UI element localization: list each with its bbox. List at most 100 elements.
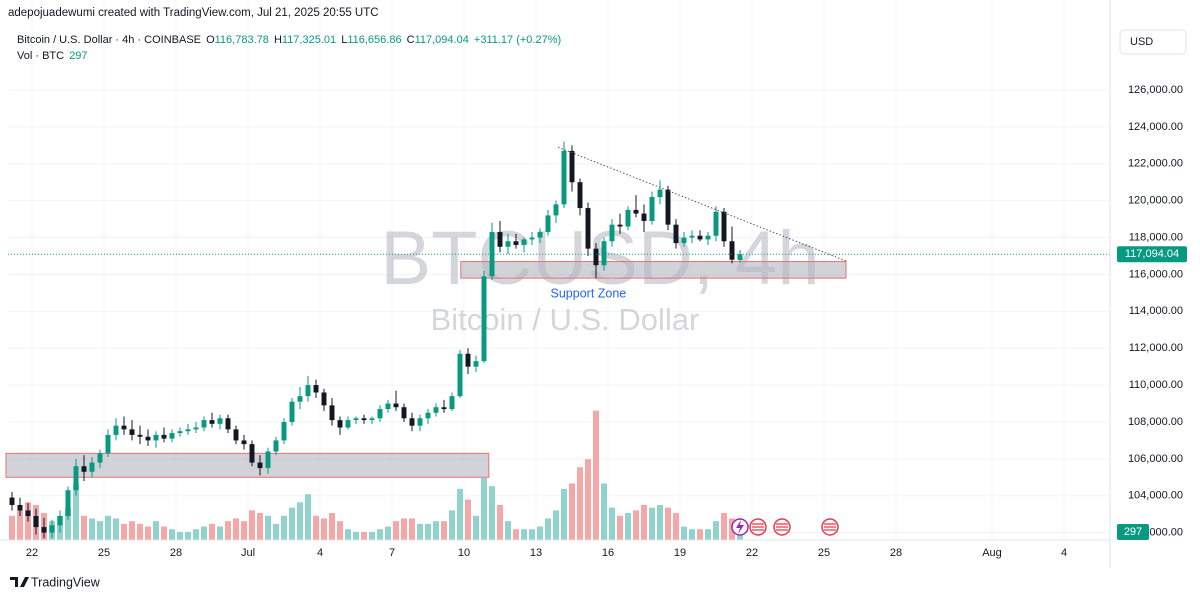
volume-bar [489, 486, 495, 540]
candle-body [153, 434, 159, 441]
volume-bar [273, 523, 279, 540]
x-tick-label: 28 [890, 547, 902, 559]
y-tick-label: 104,000.00 [1128, 490, 1183, 502]
candle-body [105, 434, 111, 454]
volume-bar [73, 483, 79, 540]
stat-key: H [274, 34, 282, 46]
candle-body [321, 392, 327, 406]
trendline [557, 146, 847, 262]
candle-body [193, 427, 199, 430]
candle-body [673, 224, 679, 244]
volume-bar [137, 523, 143, 540]
support-label: Support Zone [551, 286, 627, 300]
volume-bar [9, 515, 15, 540]
candle-body [585, 208, 591, 249]
volume-bar [89, 518, 95, 540]
header: Bitcoin / U.S. Dollar · 4h · COINBASE O1… [17, 34, 561, 46]
event-icon[interactable] [773, 518, 791, 536]
candle-body [65, 490, 71, 517]
volume-bar [129, 521, 135, 540]
volume-bar [153, 521, 159, 540]
x-tick-label: 19 [674, 547, 686, 559]
stat-value: 116,783.78 [215, 34, 269, 46]
candle-body [465, 353, 471, 367]
candle-body [545, 215, 551, 233]
event-icon-bolt [736, 520, 744, 534]
candle-body [617, 224, 623, 227]
volume-bar [17, 510, 23, 540]
volume-value: 297 [69, 50, 87, 62]
volume-bar [393, 521, 399, 540]
candle-body [273, 440, 279, 452]
event-icon[interactable] [749, 518, 767, 536]
candle-body [265, 451, 271, 469]
candle-body [353, 418, 359, 421]
candle-body [473, 361, 479, 367]
volume-bar [161, 526, 167, 540]
candle-body [49, 525, 55, 533]
currency-button-box[interactable] [1119, 29, 1187, 55]
candle-body [121, 425, 127, 430]
volume-bar [513, 529, 519, 540]
candle-body [337, 420, 343, 428]
candle-body [561, 150, 567, 205]
header-title: Bitcoin / U.S. Dollar · 4h · COINBASE [17, 34, 201, 46]
candle-body [553, 204, 559, 216]
candle-body [313, 385, 319, 393]
volume-bar [265, 515, 271, 540]
volume-bar [329, 513, 335, 540]
candle-body [537, 232, 543, 238]
volume-bar [705, 529, 711, 540]
x-tick-label: 16 [602, 547, 614, 559]
candle-body [25, 510, 31, 517]
brand-logo [10, 577, 29, 587]
volume-bar [465, 499, 471, 540]
overlay: Support Zone [8, 146, 1110, 300]
candle-body [385, 403, 391, 410]
volume-bar [449, 510, 455, 540]
y-tick-label: 106,000.00 [1128, 453, 1183, 465]
x-tick-label: 13 [530, 547, 542, 559]
support-zone [460, 261, 847, 279]
volume-bar [369, 531, 375, 540]
candle-body [641, 213, 647, 221]
volume-bar [249, 510, 255, 540]
candle-body [529, 237, 535, 240]
candle-body [329, 405, 335, 421]
volume-bar [321, 518, 327, 540]
flag-stripes [752, 523, 764, 531]
candle-body [249, 444, 255, 463]
currency-button[interactable]: USD [1119, 29, 1187, 55]
candle-body [481, 276, 487, 362]
volume-bar [113, 518, 119, 540]
candle-body [17, 504, 23, 511]
volume-bar [625, 513, 631, 540]
volume-bar [521, 529, 527, 540]
candle-body [689, 235, 695, 238]
candle-body [161, 434, 167, 439]
candle-body [97, 453, 103, 463]
volume-bar [257, 513, 263, 540]
candle-body [305, 385, 311, 397]
candle-body [729, 241, 735, 260]
candle-body [41, 527, 47, 533]
candle-body [657, 189, 663, 197]
axes: 102,000.00104,000.00106,000.00108,000.00… [26, 84, 1187, 559]
volume-bar [185, 531, 191, 540]
candle-body [113, 425, 119, 435]
stat-key: C [407, 34, 415, 46]
volume-bar [649, 507, 655, 540]
candle-body [33, 516, 39, 528]
volume-bar [217, 526, 223, 540]
volume-bar [593, 410, 599, 540]
event-icon[interactable] [821, 518, 839, 536]
y-tick-label: 126,000.00 [1128, 84, 1183, 96]
candle-body [241, 440, 247, 445]
x-tick-label: Aug [982, 547, 1002, 559]
currency-label[interactable]: USD [1130, 36, 1153, 48]
volume-bar [105, 515, 111, 540]
stat-value: 117,094.04 [415, 34, 469, 46]
candle-body [705, 235, 711, 240]
candle-body [737, 254, 743, 260]
